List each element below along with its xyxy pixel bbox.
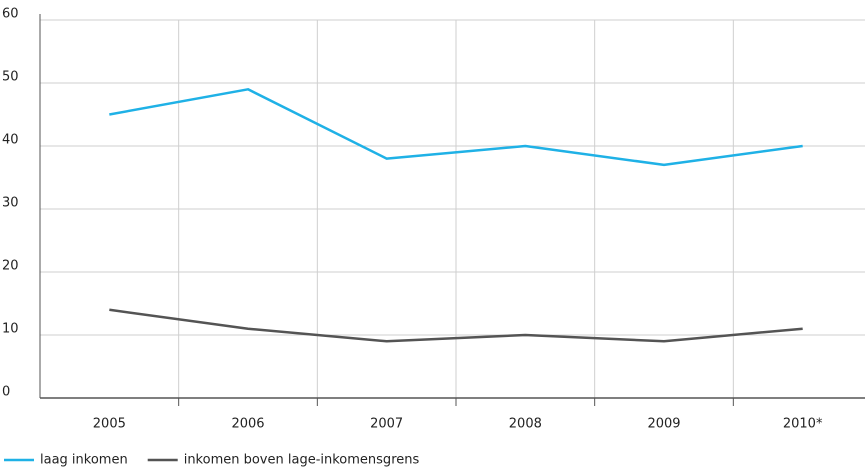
legend-label: laag inkomen <box>40 453 128 468</box>
y-tick-label: 30 <box>2 196 19 211</box>
y-tick-label: 60 <box>2 7 19 22</box>
y-tick-label: 10 <box>2 322 19 337</box>
y-tick-label: 20 <box>2 259 19 274</box>
x-tick-label: 2008 <box>509 417 542 432</box>
line <box>109 88 803 167</box>
x-tick-label: 2006 <box>231 417 264 432</box>
x-tick-label: 2005 <box>93 417 126 432</box>
y-tick-label: 40 <box>2 133 19 148</box>
legend-label: inkomen boven lage-inkomensgrens <box>184 453 420 468</box>
line <box>109 308 803 343</box>
x-tick-label: 2009 <box>647 417 680 432</box>
x-tick-label: 2007 <box>370 417 403 432</box>
y-tick-label: 50 <box>2 70 19 85</box>
y-tick-label: 0 <box>2 385 10 400</box>
x-tick-label: 2010* <box>783 417 823 432</box>
